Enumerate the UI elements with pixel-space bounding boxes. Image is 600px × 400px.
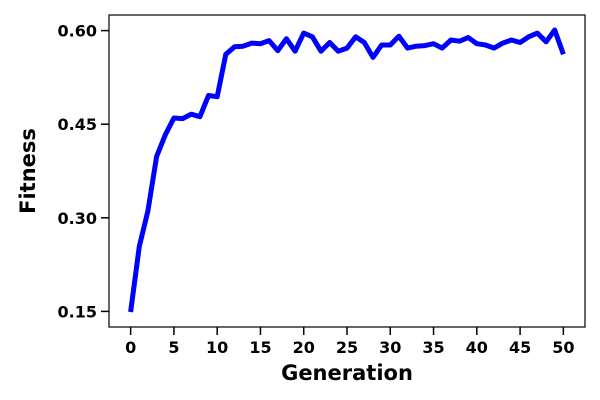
x-axis-label: Generation [281,361,413,385]
y-tick-label: 0.15 [58,302,97,321]
y-tick-label: 0.60 [58,22,97,41]
x-tick-label: 20 [293,338,315,357]
x-tick-label: 10 [206,338,228,357]
x-tick-label: 45 [509,338,531,357]
x-tick-label: 0 [125,338,136,357]
x-tick-label: 5 [168,338,179,357]
plot-frame [108,14,586,328]
x-tick-label: 30 [379,338,401,357]
y-axis-label: Fitness [16,128,40,214]
x-tick-label: 15 [249,338,271,357]
x-tick-label: 35 [422,338,444,357]
y-tick-label: 0.30 [58,209,97,228]
x-axis-ticks: 0 5 10 15 20 25 30 35 40 45 50 [125,327,574,357]
y-tick-label: 0.45 [58,115,97,134]
fitness-series-line [128,27,566,313]
x-tick-label: 50 [552,338,574,357]
x-tick-label: 25 [336,338,358,357]
y-axis-ticks: 0.15 0.30 0.45 0.60 [58,22,109,321]
x-tick-label: 40 [466,338,488,357]
